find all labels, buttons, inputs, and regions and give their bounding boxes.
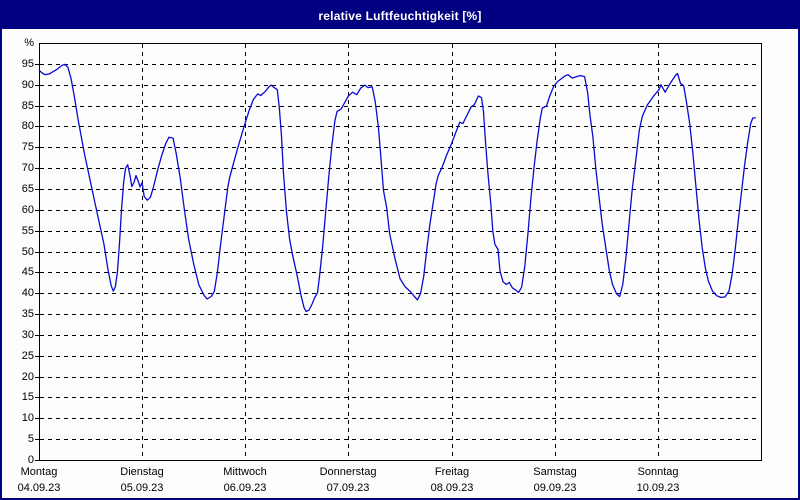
plot-border: [39, 43, 762, 461]
humidity-line-chart: [35, 43, 762, 461]
x-axis-day-label-1: Montag: [20, 466, 58, 478]
y-axis-label-90: 90: [21, 79, 34, 91]
x-axis-date-label-1: 04.09.23: [17, 482, 61, 494]
x-axis-day-label-4: Donnerstag: [319, 466, 377, 478]
y-axis-label-80: 80: [21, 120, 34, 132]
y-axis-label-65: 65: [21, 183, 34, 195]
y-axis-label-40: 40: [21, 287, 34, 299]
y-axis-label-15: 15: [21, 391, 34, 403]
x-axis-day-label-6: Samstag: [533, 466, 577, 478]
humidity-series-line: [38, 63, 756, 313]
y-axis-label-0: 0: [27, 454, 34, 466]
y-axis-label-45: 45: [21, 266, 34, 278]
y-axis-label-70: 70: [21, 162, 34, 174]
y-axis-label-35: 35: [21, 308, 34, 320]
x-axis-day-label-5: Freitag: [434, 466, 470, 478]
y-axis-label-55: 55: [21, 225, 34, 237]
x-axis-day-label-7: Sonntag: [637, 466, 679, 478]
y-axis-unit-label: %: [24, 37, 34, 49]
x-axis-date-label-7: 10.09.23: [636, 482, 680, 494]
x-axis-date-label-6: 09.09.23: [533, 482, 577, 494]
y-axis-label-30: 30: [21, 329, 34, 341]
y-axis-label-10: 10: [21, 412, 34, 424]
x-axis-date-label-4: 07.09.23: [326, 482, 370, 494]
x-axis-date-label-5: 08.09.23: [430, 482, 474, 494]
x-axis-date-label-3: 06.09.23: [223, 482, 267, 494]
y-axis-label-85: 85: [21, 100, 34, 112]
x-axis-date-label-2: 05.09.23: [120, 482, 164, 494]
y-axis-label-50: 50: [21, 246, 34, 258]
y-axis-label-20: 20: [21, 371, 34, 383]
chart-title: relative Luftfeuchtigkeit [%]: [318, 8, 482, 23]
y-axis-label-75: 75: [21, 141, 34, 153]
y-axis-label-60: 60: [21, 204, 34, 216]
y-axis-label-95: 95: [21, 58, 34, 70]
x-axis-day-label-2: Dienstag: [120, 466, 164, 478]
chart-area: % 0 5 10 15 20 25 30 35 40 45 50 55 60 65 70 75 80 85 90 95…: [2, 29, 798, 498]
y-axis-label-25: 25: [21, 350, 34, 362]
y-axis-label-5: 5: [27, 433, 34, 445]
x-axis-day-label-3: Mittwoch: [223, 466, 267, 478]
title-bar: relative Luftfeuchtigkeit [%]: [2, 2, 798, 29]
